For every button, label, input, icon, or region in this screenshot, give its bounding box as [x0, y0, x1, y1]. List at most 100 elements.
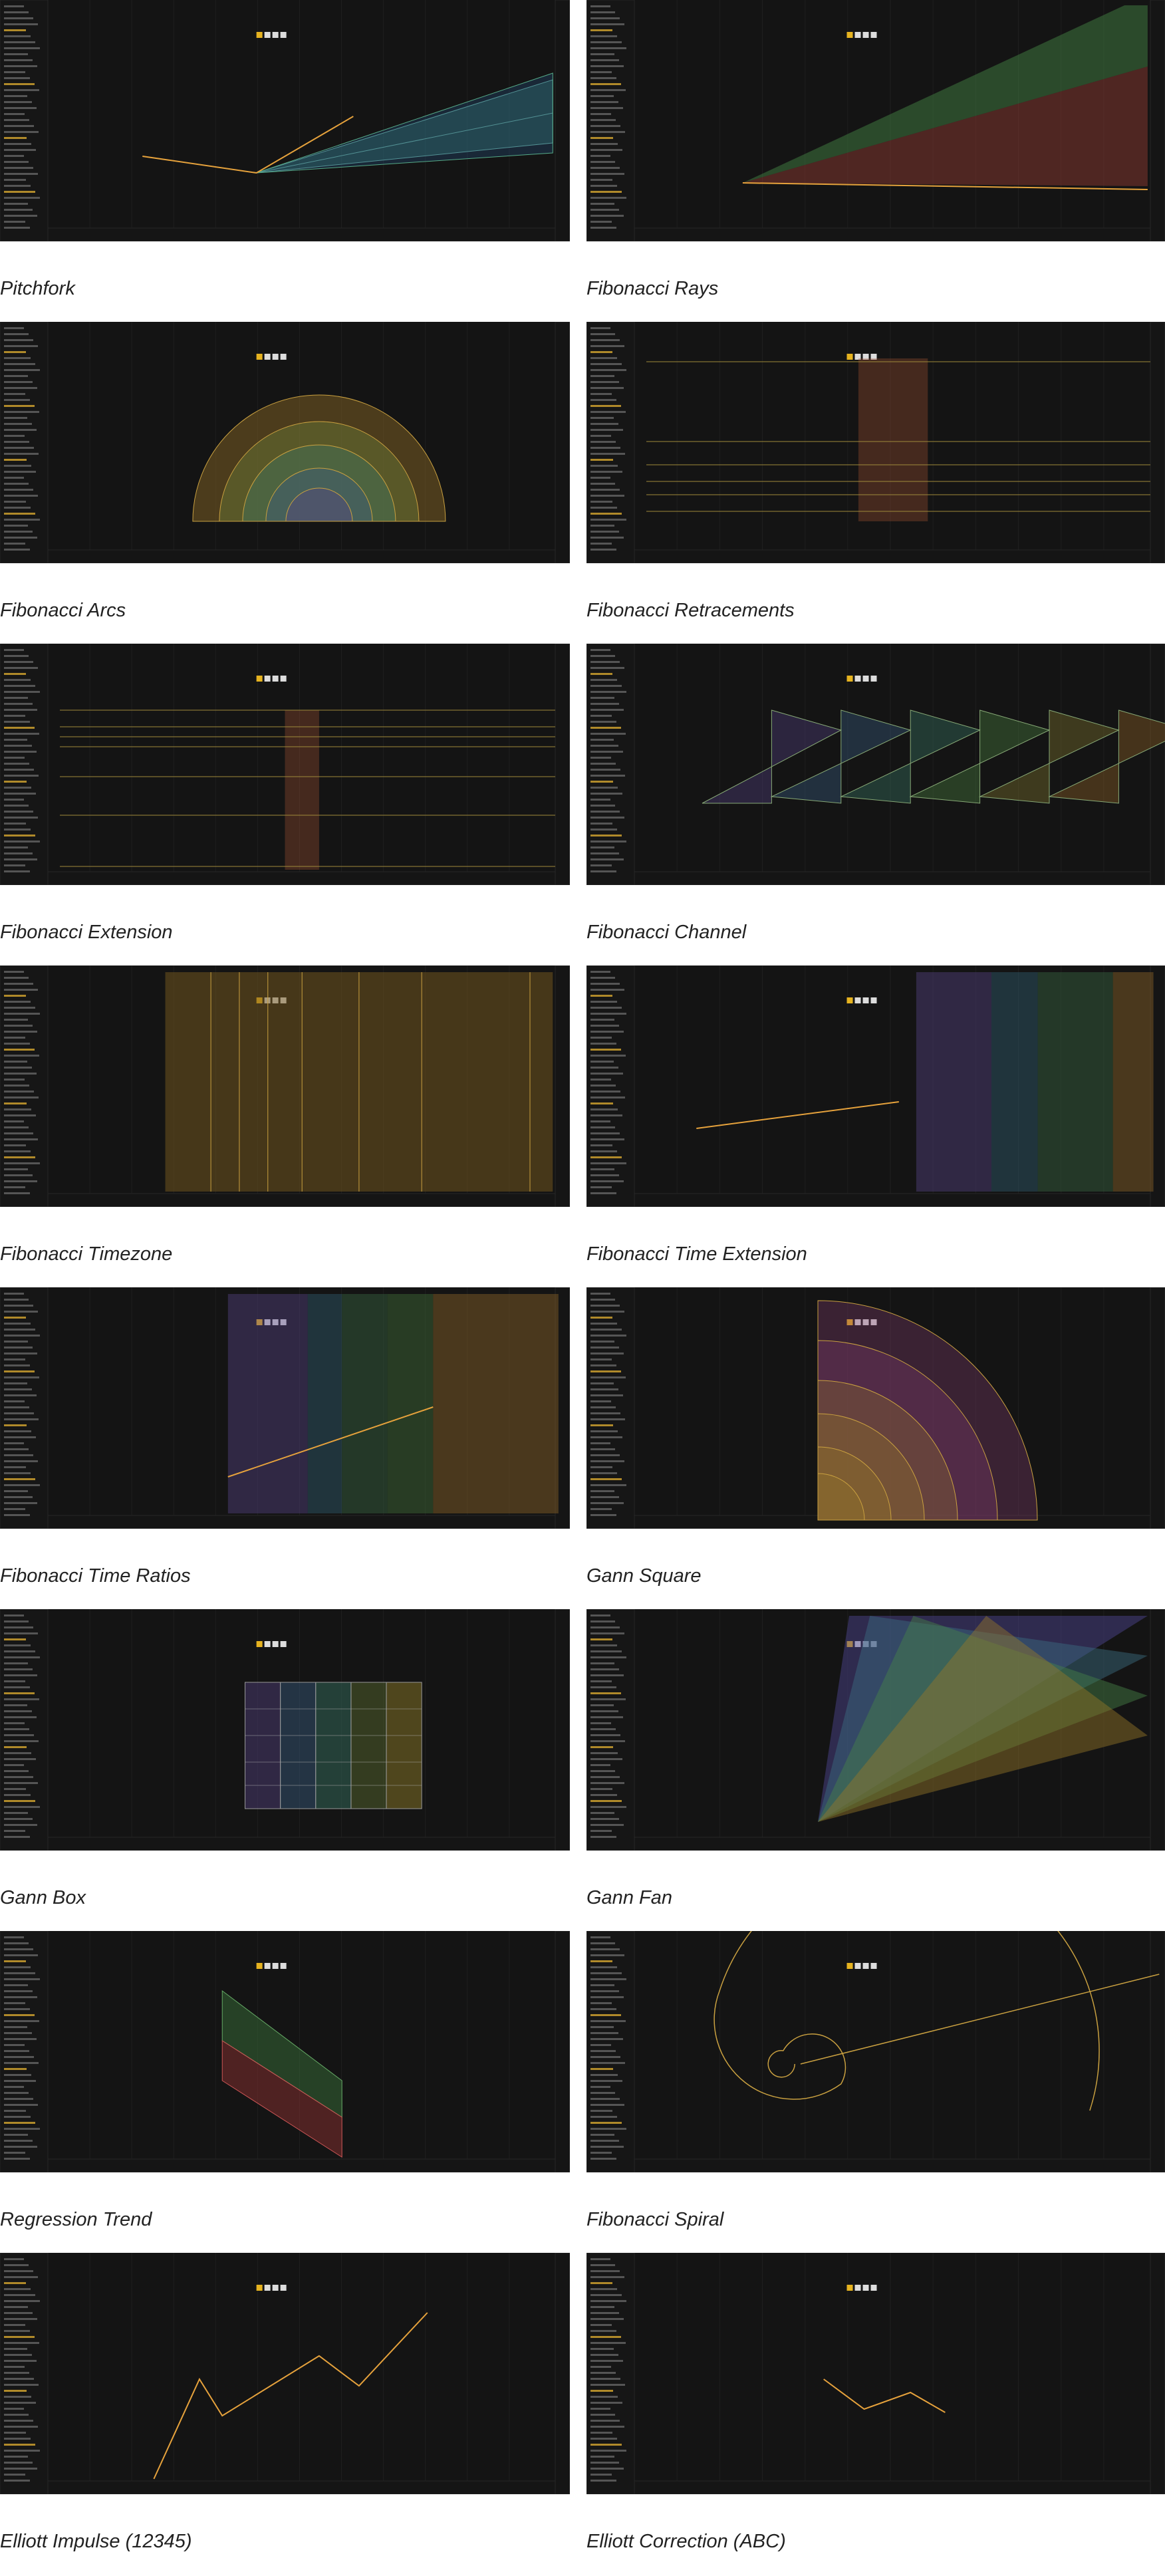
sidebar-item [4, 1818, 33, 1820]
sidebar-item [4, 2402, 36, 2404]
sidebar-item [590, 399, 616, 401]
sidebar-item [4, 1650, 35, 1652]
time-axis [47, 549, 556, 563]
overlay [702, 709, 842, 804]
sidebar-item [4, 2008, 30, 2010]
sidebar-item [590, 351, 612, 353]
sidebar-item [590, 1156, 622, 1158]
sidebar-item [4, 1162, 40, 1164]
overlay [386, 1682, 422, 1809]
sidebar-item [590, 2360, 623, 2362]
sidebar-item [590, 1686, 616, 1688]
sidebar-item [590, 2140, 619, 2142]
sidebar-item [4, 1073, 37, 1075]
sidebar-item [590, 1984, 614, 1986]
sidebar-item [4, 1996, 37, 1998]
sidebar-item [4, 2300, 40, 2302]
sidebar-item [4, 1400, 25, 1402]
sidebar-item [590, 1740, 625, 1742]
sidebar-item [590, 763, 616, 765]
toolbar-button [264, 1641, 271, 1647]
sidebar-item [4, 763, 29, 765]
sidebar-item [590, 679, 617, 681]
sidebar-item [590, 2044, 611, 2046]
sidebar-item [4, 1037, 25, 1039]
sidebar-item [4, 209, 33, 211]
sidebar-item [590, 489, 620, 491]
overlay [713, 1931, 1100, 2111]
sidebar-item [590, 2342, 626, 2344]
sidebar-item [4, 1352, 37, 1354]
sidebar-item [4, 1132, 33, 1134]
chart-screenshot [0, 0, 570, 241]
sidebar-item [4, 1710, 32, 1712]
sidebar-item [590, 2384, 625, 2386]
sidebar-item [590, 1996, 624, 1998]
sidebar-item [590, 1096, 625, 1098]
sidebar-item [590, 1966, 617, 1968]
sidebar-item [590, 1478, 622, 1480]
sidebar-item [4, 1812, 28, 1814]
price-axis [1150, 2253, 1165, 2494]
sidebar-item [590, 495, 624, 497]
sidebar-item [590, 1394, 623, 1396]
chart-canvas [0, 644, 570, 885]
sidebar-item [590, 977, 615, 979]
sidebar-item [590, 2134, 614, 2136]
sidebar-item [4, 1305, 33, 1307]
sidebar-item [590, 209, 619, 211]
sidebar-item [4, 2480, 30, 2482]
sidebar-item [590, 2014, 621, 2016]
sidebar-item [590, 1299, 615, 1301]
sidebar-item [590, 59, 619, 61]
sidebar-item [4, 363, 35, 365]
sidebar-item [4, 143, 31, 145]
sidebar-item [590, 1680, 612, 1682]
toolbar-button [272, 1963, 279, 1969]
sidebar-item [4, 215, 37, 217]
price-axis [555, 966, 570, 1207]
sidebar-item [4, 2414, 29, 2416]
sidebar-item [4, 1830, 25, 1832]
sidebar-item [4, 2140, 33, 2142]
sidebar-item [590, 1305, 620, 1307]
chart-canvas [0, 1287, 570, 1529]
chart-screenshot [0, 644, 570, 885]
toolbar-button [846, 2285, 853, 2291]
sidebar-item [590, 1668, 619, 1670]
sidebar-item [590, 805, 615, 807]
toolbar-button [854, 2285, 861, 2291]
sidebar-item [4, 1960, 26, 1962]
sidebar-item [4, 191, 35, 193]
sidebar-item [4, 95, 27, 97]
overlay [770, 709, 912, 804]
toolbar-button [846, 354, 853, 360]
sidebar-item [4, 691, 40, 693]
chart-canvas [586, 644, 1165, 885]
sidebar-item [4, 1335, 40, 1337]
sidebar-item [4, 2432, 26, 2434]
sidebar-item [590, 2366, 611, 2368]
sidebar-item [590, 1620, 615, 1622]
sidebar-item [590, 459, 613, 461]
sidebar-item [4, 2104, 38, 2106]
sidebar-item [590, 2080, 622, 2082]
caption: Elliott Impulse (12345) [0, 2531, 192, 2552]
chart-canvas [0, 0, 570, 241]
toolbar-button [846, 1641, 853, 1647]
sidebar-item [590, 1436, 622, 1438]
chart-screenshot [586, 0, 1165, 241]
sidebar-item [4, 870, 30, 872]
sidebar-item [4, 525, 28, 527]
sidebar-item [590, 775, 625, 777]
sidebar-item [4, 1632, 38, 1634]
sidebar-item [4, 1150, 31, 1152]
sidebar-item [4, 1317, 26, 1319]
sidebar-item [4, 2264, 29, 2266]
toolbar-button [272, 32, 279, 38]
sidebar-item [4, 2450, 40, 2452]
sidebar-item [590, 513, 622, 515]
sidebar-item [4, 1680, 25, 1682]
sidebar-item [4, 1484, 40, 1486]
sidebar-item [590, 35, 617, 37]
